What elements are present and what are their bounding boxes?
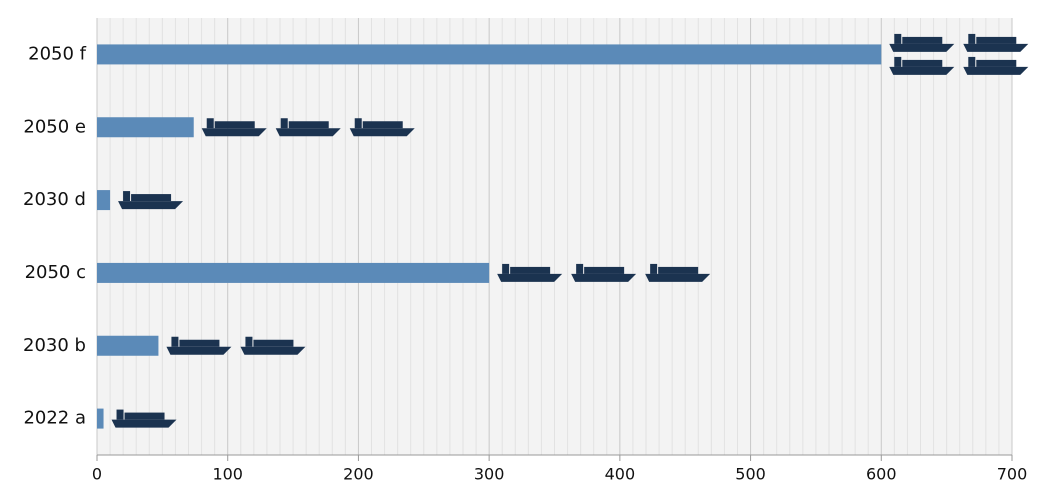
ship-hull [889, 66, 955, 75]
ship-hull [571, 273, 637, 282]
ship-hull [240, 346, 306, 355]
bar [97, 408, 104, 429]
ship-bridge [116, 409, 124, 420]
ship-cargo [253, 339, 294, 347]
y-tick-label: 2022 a [23, 408, 86, 429]
y-tick-label: 2030 b [23, 335, 86, 356]
ship-cargo [131, 194, 172, 202]
x-tick-label: 200 [343, 465, 374, 484]
y-tick-label: 2030 d [23, 189, 86, 210]
x-tick-label: 100 [212, 465, 243, 484]
y-tick-label: 2050 f [28, 43, 87, 64]
x-tick-label: 700 [997, 465, 1028, 484]
ship-cargo [658, 266, 699, 274]
ship-hull [118, 201, 184, 210]
x-tick-label: 400 [605, 465, 636, 484]
ship-hull [275, 128, 341, 137]
ship-icon [645, 263, 711, 282]
x-tick-label: 600 [866, 465, 897, 484]
ship-cargo [902, 36, 943, 44]
y-tick-label: 2050 e [23, 116, 86, 137]
minor-grid [109, 18, 1000, 455]
ship-icon [349, 118, 415, 137]
bar [97, 335, 159, 356]
ship-hull [963, 43, 1029, 52]
ship-bridge [123, 191, 131, 202]
ship-hull [645, 273, 711, 282]
ship-bridge [968, 56, 976, 67]
ship-icon [497, 263, 563, 282]
ship-hull [889, 43, 955, 52]
ship-cargo [976, 36, 1017, 44]
ship-hull [963, 66, 1029, 75]
ship-bridge [968, 33, 976, 44]
x-tick-label: 300 [474, 465, 505, 484]
x-tick-label: 0 [92, 465, 102, 484]
ship-icon [889, 33, 955, 52]
x-tick-label: 500 [735, 465, 766, 484]
y-tick-label: 2050 c [25, 262, 86, 283]
ship-cargo [214, 121, 255, 129]
ship-cargo [510, 266, 551, 274]
ship-bridge [171, 336, 179, 347]
bar [97, 190, 111, 211]
bar [97, 262, 490, 283]
ship-icon [963, 56, 1029, 75]
ship-cargo [124, 412, 165, 420]
ship-bridge [650, 263, 658, 274]
ship-hull [111, 419, 177, 428]
ship-bridge [245, 336, 253, 347]
ship-icon [111, 409, 177, 428]
ship-cargo [179, 339, 220, 347]
ship-cargo [584, 266, 625, 274]
ship-bridge [894, 56, 902, 67]
ship-bridge [894, 33, 902, 44]
ship-cargo [976, 59, 1017, 67]
ship-bridge [576, 263, 584, 274]
ship-icon [275, 118, 341, 137]
ship-icon [118, 191, 184, 210]
ship-hull [497, 273, 563, 282]
bar [97, 117, 194, 138]
bar [97, 44, 882, 65]
ship-icon [201, 118, 267, 137]
ship-cargo [362, 121, 403, 129]
ship-bridge [502, 263, 510, 274]
ship-hull [349, 128, 415, 137]
ship-cargo [902, 59, 943, 67]
ship-hull [166, 346, 232, 355]
ship-bridge [206, 118, 214, 129]
ship-cargo [288, 121, 329, 129]
ship-icon [240, 336, 306, 355]
ship-icon [963, 33, 1029, 52]
ship-icon [571, 263, 637, 282]
ship-hull [201, 128, 267, 137]
ship-icon [889, 56, 955, 75]
ship-bridge [280, 118, 288, 129]
ship-icon [166, 336, 232, 355]
ship-bridge [354, 118, 362, 129]
